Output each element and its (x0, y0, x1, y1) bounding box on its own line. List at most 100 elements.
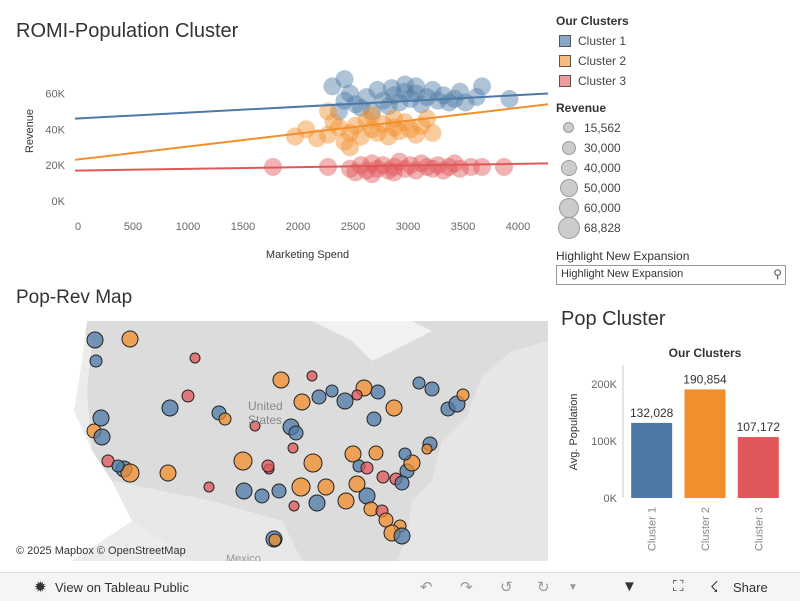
map-marker[interactable] (261, 459, 275, 473)
map-marker[interactable] (412, 376, 426, 390)
scatter-point[interactable] (368, 159, 387, 178)
scatter-point[interactable] (390, 93, 409, 112)
map-marker[interactable] (306, 370, 318, 382)
map-marker[interactable] (92, 409, 110, 427)
scatter-point[interactable] (352, 156, 370, 175)
scatter-point[interactable] (385, 157, 403, 176)
map-marker[interactable] (370, 384, 386, 400)
scatter-point[interactable] (412, 116, 431, 135)
bar[interactable] (631, 422, 673, 498)
pop-rev-map[interactable]: United States Mexico © 2025 Mapbox © Ope… (12, 321, 548, 561)
map-marker[interactable] (385, 399, 403, 417)
scatter-point[interactable] (473, 157, 491, 176)
scatter-point[interactable] (379, 127, 398, 146)
scatter-point[interactable] (323, 77, 342, 96)
map-marker[interactable] (189, 352, 201, 364)
map-marker[interactable] (424, 381, 440, 397)
scatter-point[interactable] (440, 157, 458, 176)
map-marker[interactable] (421, 443, 433, 455)
map-marker[interactable] (159, 464, 177, 482)
share-button[interactable]: Share (733, 580, 768, 595)
scatter-point[interactable] (396, 113, 414, 132)
scatter-point[interactable] (396, 159, 414, 178)
map-marker[interactable] (287, 442, 299, 454)
map-marker[interactable] (336, 392, 354, 410)
scatter-point[interactable] (434, 161, 453, 180)
view-on-tableau-link[interactable]: View on Tableau Public (55, 580, 189, 595)
legend-cluster-2[interactable]: Cluster 2 (559, 54, 626, 68)
scatter-point[interactable] (319, 102, 337, 121)
map-marker[interactable] (235, 482, 253, 500)
scatter-point[interactable] (385, 109, 403, 128)
map-marker[interactable] (303, 453, 323, 473)
scatter-point[interactable] (308, 129, 326, 148)
search-icon[interactable]: ⚲ (773, 267, 782, 281)
map-marker[interactable] (394, 475, 410, 491)
scatter-point[interactable] (382, 79, 401, 98)
bar[interactable] (684, 389, 726, 498)
scatter-point[interactable] (330, 118, 348, 137)
map-marker[interactable] (272, 371, 290, 389)
scatter-point[interactable] (401, 120, 420, 139)
scatter-point[interactable] (341, 84, 359, 103)
scatter-point[interactable] (418, 157, 436, 176)
map-marker[interactable] (268, 533, 282, 547)
share-icon[interactable]: ☇ (710, 579, 719, 596)
scatter-point[interactable] (341, 159, 359, 178)
scatter-point[interactable] (429, 91, 447, 110)
map-marker[interactable] (366, 411, 382, 427)
scatter-point[interactable] (385, 86, 403, 105)
map-marker[interactable] (398, 447, 412, 461)
map-marker[interactable] (161, 399, 179, 417)
highlight-search-input[interactable]: Highlight New Expansion ⚲ (556, 265, 786, 285)
scatter-point[interactable] (330, 102, 348, 121)
scatter-point[interactable] (335, 70, 354, 89)
scatter-point[interactable] (445, 154, 464, 173)
map-marker[interactable] (368, 445, 384, 461)
scatter-point[interactable] (401, 89, 420, 108)
map-marker[interactable] (308, 494, 326, 512)
map-marker[interactable] (288, 425, 304, 441)
scatter-point[interactable] (341, 138, 359, 157)
map-marker[interactable] (393, 527, 411, 545)
legend-cluster-1[interactable]: Cluster 1 (559, 34, 626, 48)
scatter-point[interactable] (346, 116, 365, 135)
map-marker[interactable] (376, 470, 390, 484)
map-marker[interactable] (325, 384, 339, 398)
scatter-point[interactable] (363, 154, 381, 173)
scatter-point[interactable] (423, 80, 442, 99)
scatter-point[interactable] (363, 106, 381, 125)
scatter-point[interactable] (363, 102, 381, 121)
map-marker[interactable] (120, 463, 140, 483)
map-marker[interactable] (121, 330, 139, 348)
scatter-point[interactable] (462, 157, 480, 176)
scatter-point[interactable] (352, 127, 370, 146)
map-marker[interactable] (317, 478, 335, 496)
forward-icon[interactable]: ↻ (537, 579, 550, 596)
scatter-point[interactable] (495, 157, 513, 176)
scatter-point[interactable] (368, 80, 387, 99)
scatter-point[interactable] (473, 77, 491, 96)
scatter-point[interactable] (374, 91, 392, 110)
scatter-point[interactable] (368, 123, 387, 142)
download-icon[interactable]: ▼ (622, 578, 637, 595)
legend-cluster-3[interactable]: Cluster 3 (559, 74, 626, 88)
map-marker[interactable] (344, 445, 362, 463)
scatter-point[interactable] (396, 75, 414, 94)
map-marker[interactable] (218, 412, 232, 426)
map-marker[interactable] (293, 393, 311, 411)
map-marker[interactable] (358, 487, 376, 505)
scatter-point[interactable] (412, 154, 431, 173)
map-marker[interactable] (456, 388, 470, 402)
scatter-point[interactable] (357, 88, 376, 107)
map-marker[interactable] (254, 488, 270, 504)
scatter-point[interactable] (407, 125, 425, 144)
map-marker[interactable] (249, 420, 261, 432)
map-marker[interactable] (360, 461, 374, 475)
chevron-down-icon[interactable]: ▼ (568, 582, 578, 593)
revert-icon[interactable]: ↺ (500, 579, 513, 596)
map-marker[interactable] (351, 389, 363, 401)
bar[interactable] (737, 437, 779, 498)
map-marker[interactable] (291, 477, 311, 497)
map-marker[interactable] (337, 492, 355, 510)
